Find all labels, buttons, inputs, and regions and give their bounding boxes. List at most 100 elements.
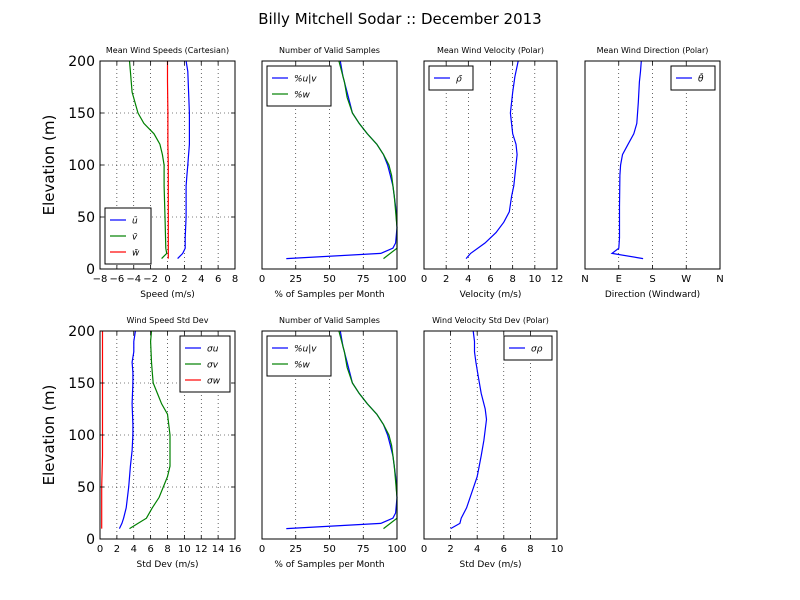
x-tick-label: 75 (357, 274, 370, 285)
x-tick-label: 0 (97, 544, 103, 555)
legend-label: σv (207, 361, 219, 371)
series-line (129, 330, 171, 530)
x-tick-label: S (649, 274, 655, 285)
x-tick-label: N (581, 274, 588, 285)
legend-label: w̄ (132, 249, 140, 259)
x-tick-label: 8 (232, 274, 238, 285)
x-axis-label: Direction (Windward) (605, 290, 700, 300)
x-tick-label: 6 (215, 274, 221, 285)
y-tick-label: 150 (68, 376, 95, 392)
chart-panel-7: 0 2 4 6 8 10 Wind Velocity Std Dev (Polar) Std … (421, 316, 564, 570)
legend: θ̄ (670, 65, 716, 91)
x-tick-label: −4 (126, 274, 141, 285)
x-tick-label: 12 (195, 544, 208, 555)
x-tick-label: 4 (198, 274, 204, 285)
y-tick-label: 50 (77, 210, 95, 226)
y-tick-label: 100 (68, 428, 95, 444)
legend: ρ̄ (428, 65, 474, 91)
x-tick-label: 10 (178, 544, 191, 555)
legend-label: ū (132, 217, 138, 227)
x-tick-label: 50 (323, 544, 336, 555)
legend-label: v̄ (132, 233, 138, 243)
legend: %u|v %w (266, 65, 332, 107)
x-tick-label: 50 (323, 274, 336, 285)
x-tick-label: 25 (289, 274, 302, 285)
legend-label: %u|v (294, 75, 317, 85)
figure-title: Billy Mitchell Sodar :: December 2013 (258, 10, 541, 28)
chart-title: Number of Valid Samples (279, 316, 380, 325)
series-line (450, 330, 488, 530)
x-tick-label: N (716, 274, 723, 285)
x-tick-label: 14 (212, 544, 225, 555)
x-axis-label: Speed (m/s) (140, 290, 195, 300)
series-line (610, 60, 644, 260)
x-tick-label: 6 (147, 544, 153, 555)
legend: ū v̄ w̄ (104, 207, 152, 265)
series-line (338, 330, 398, 530)
legend-label: %w (294, 91, 311, 101)
x-tick-label: 25 (289, 544, 302, 555)
legend-label: %u|v (294, 345, 317, 355)
x-tick-label: 6 (501, 544, 507, 555)
x-tick-label: 0 (421, 544, 427, 555)
legend: σu σv σw (179, 335, 231, 393)
legend: σρ (503, 335, 553, 361)
y-axis-label: Elevation (m) (40, 115, 58, 216)
x-tick-label: 16 (229, 544, 242, 555)
x-axis-label: % of Samples per Month (274, 560, 384, 570)
x-tick-label: 0 (259, 274, 265, 285)
x-tick-label: 0 (164, 274, 170, 285)
x-tick-label: 75 (357, 544, 370, 555)
x-tick-label: E (616, 274, 622, 285)
y-tick-label: 100 (68, 158, 95, 174)
series-line (166, 61, 169, 259)
chart-title: Mean Wind Speeds (Cartesian) (106, 46, 229, 55)
x-tick-label: 100 (387, 274, 406, 285)
y-tick-label: 0 (86, 532, 95, 548)
x-tick-label: 8 (164, 544, 170, 555)
legend-label: σu (207, 345, 219, 355)
x-tick-label: 2 (114, 544, 120, 555)
x-tick-label: −2 (143, 274, 158, 285)
y-tick-label: 0 (86, 262, 95, 278)
x-tick-label: 100 (387, 544, 406, 555)
chart-title: Number of Valid Samples (279, 46, 380, 55)
chart-title: Wind Velocity Std Dev (Polar) (432, 316, 549, 325)
x-axis-label: % of Samples per Month (274, 290, 384, 300)
x-tick-label: 4 (474, 544, 480, 555)
legend-label: σρ (531, 345, 543, 355)
x-axis-label: Velocity (m/s) (460, 290, 522, 300)
x-tick-label: 2 (447, 544, 453, 555)
y-tick-label: 150 (68, 106, 95, 122)
series-line (465, 60, 519, 259)
x-tick-label: 0 (421, 274, 427, 285)
x-tick-label: 10 (528, 274, 541, 285)
x-tick-label: 4 (131, 544, 137, 555)
chart-panel-6: 0 25 50 75 100 Number of Valid Samples % of Sa… (259, 316, 407, 570)
x-tick-label: 6 (487, 274, 493, 285)
legend-label: σw (207, 377, 221, 387)
x-axis-label: Std Dev (m/s) (460, 560, 522, 570)
x-tick-label: 2 (181, 274, 187, 285)
x-tick-label: −6 (110, 274, 125, 285)
x-tick-label: 8 (509, 274, 515, 285)
chart-title: Wind Speed Std Dev (127, 316, 209, 325)
series-line (118, 330, 136, 529)
y-axis-label: Elevation (m) (40, 385, 58, 486)
x-tick-label: −8 (93, 274, 108, 285)
y-tick-label: 50 (77, 480, 95, 496)
x-tick-label: W (681, 274, 691, 285)
chart-panel-2: 0 25 50 75 100 Number of Valid Samples % of Sa… (259, 46, 407, 300)
series-line (101, 331, 104, 529)
x-tick-label: 10 (551, 544, 564, 555)
series-line (338, 60, 398, 260)
legend-box (266, 65, 332, 107)
legend-box (266, 335, 332, 377)
legend-label: θ̄ (698, 73, 704, 85)
y-tick-label: 200 (68, 324, 95, 340)
x-tick-label: 0 (259, 544, 265, 555)
series-line (177, 60, 190, 260)
